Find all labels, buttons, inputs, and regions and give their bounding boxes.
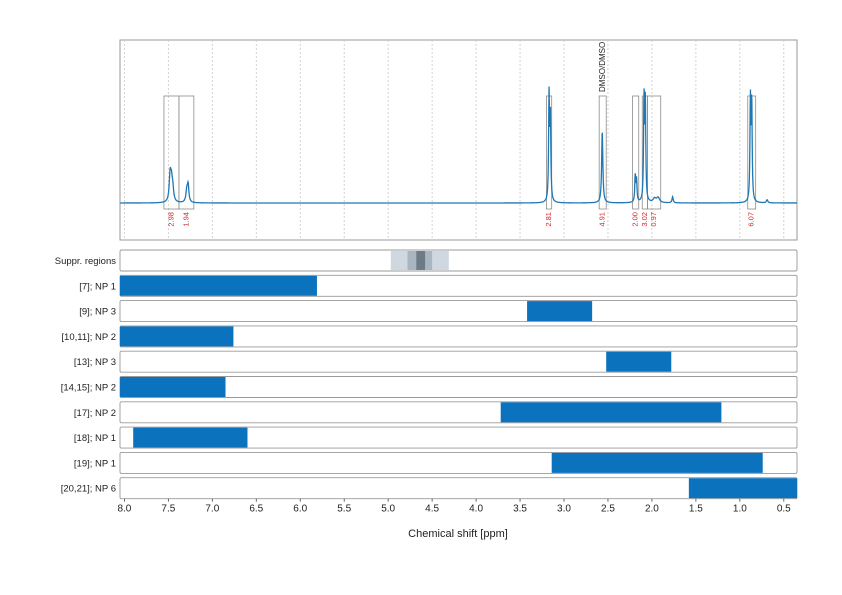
range-bar — [120, 377, 226, 397]
range-bar — [527, 301, 593, 322]
track-label: [17]; NP 2 — [74, 408, 116, 419]
spectrum-panel: 2.98 1.94 2.81 4.91 DMSO/DMSO 2.00 3.02 0.97 6.0… — [119, 39, 798, 241]
integration-label: 4.91 — [598, 212, 607, 227]
x-tick-label: 0.5 — [777, 504, 791, 515]
track-label: Suppr. regions — [55, 256, 117, 267]
integration-label: 3.02 — [640, 212, 649, 227]
peak-annotation: DMSO/DMSO — [598, 42, 607, 92]
track-frame — [119, 350, 798, 373]
integration-region — [178, 95, 195, 210]
range-tracks: Suppr. regions [7]; NP 1 [9]; NP 3 [10,11];… — [55, 249, 798, 500]
x-tick-label: 1.0 — [733, 504, 747, 515]
integration-label: 2.81 — [544, 212, 553, 227]
x-tick-label: 1.5 — [689, 504, 703, 515]
spectrum-line — [120, 86, 797, 204]
x-tick-label: 2.0 — [645, 504, 659, 515]
suppressed-band — [416, 251, 426, 270]
integration-label: 2.00 — [631, 212, 640, 227]
track-label: [13]; NP 3 — [74, 357, 116, 368]
integration-region — [632, 95, 640, 210]
x-tick-label: 6.5 — [249, 504, 263, 515]
x-tick-label: 7.5 — [161, 504, 175, 515]
integration-label: 2.98 — [166, 212, 175, 227]
x-tick-label: 4.0 — [469, 504, 483, 515]
integration-label: 1.94 — [181, 212, 190, 227]
x-tick-label: 5.0 — [381, 504, 395, 515]
range-bar — [120, 326, 234, 347]
x-tick-label: 8.0 — [117, 504, 131, 515]
track-frame — [119, 249, 798, 272]
x-tick-label: 3.5 — [513, 504, 527, 515]
track-label: [18]; NP 1 — [74, 433, 116, 444]
x-tick-label: 6.0 — [293, 504, 307, 515]
x-axis-title: Chemical shift [ppm] — [408, 528, 508, 540]
x-axis: 8.0 7.5 7.0 6.5 6.0 5.5 5.0 4.5 4.0 3.5 3.0 2.5 2.0 1… — [117, 498, 791, 515]
range-bar — [606, 351, 672, 372]
track-frame — [119, 426, 798, 449]
x-tick-label: 4.5 — [425, 504, 439, 515]
track-label: [20,21]; NP 6 — [61, 484, 116, 495]
integration-label: 0.97 — [649, 212, 658, 227]
x-tick-label: 3.0 — [557, 504, 571, 515]
track-frame — [119, 300, 798, 323]
range-bar — [500, 402, 722, 423]
range-bar — [688, 478, 797, 499]
x-tick-label: 2.5 — [601, 504, 615, 515]
range-bar — [551, 452, 763, 473]
track-label: [19]; NP 1 — [74, 458, 116, 469]
x-tick-label: 7.0 — [205, 504, 219, 515]
integration-region — [647, 95, 662, 210]
integration-region — [598, 95, 607, 210]
track-label: [7]; NP 1 — [79, 281, 116, 292]
track-label: [14,15]; NP 2 — [61, 383, 116, 394]
x-tick-label: 5.5 — [337, 504, 351, 515]
track-label: [10,11]; NP 2 — [61, 332, 116, 343]
range-bar — [120, 275, 317, 296]
range-bar — [133, 427, 248, 448]
spectrum-frame — [119, 39, 798, 241]
track-label: [9]; NP 3 — [79, 307, 116, 318]
integration-label: 6.07 — [747, 212, 756, 227]
